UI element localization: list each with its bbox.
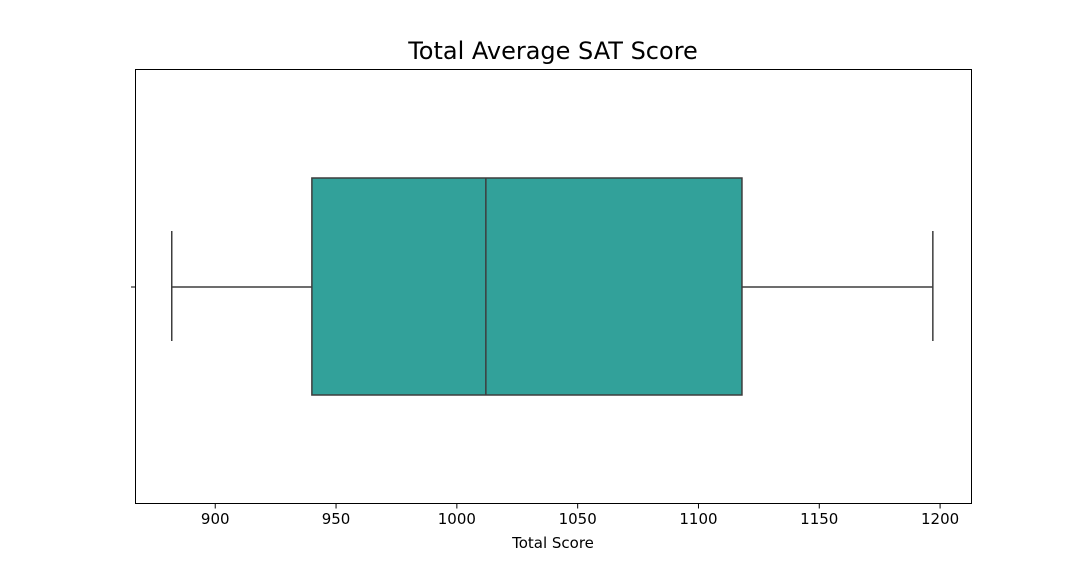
x-axis-label: Total Score xyxy=(511,534,594,552)
chart-title: Total Average SAT Score xyxy=(407,37,698,65)
x-tick-label: 1100 xyxy=(679,510,717,528)
x-tick-label: 1000 xyxy=(438,510,476,528)
x-axis-ticks: 900 950 1000 1050 1100 1150 1200 xyxy=(201,503,959,528)
x-tick-label: 1050 xyxy=(559,510,597,528)
plot-area xyxy=(170,177,934,396)
interquartile-box xyxy=(311,177,743,396)
x-tick-label: 1150 xyxy=(800,510,838,528)
x-tick-label: 900 xyxy=(201,510,230,528)
x-tick-label: 1200 xyxy=(921,510,959,528)
x-tick-label: 950 xyxy=(322,510,351,528)
